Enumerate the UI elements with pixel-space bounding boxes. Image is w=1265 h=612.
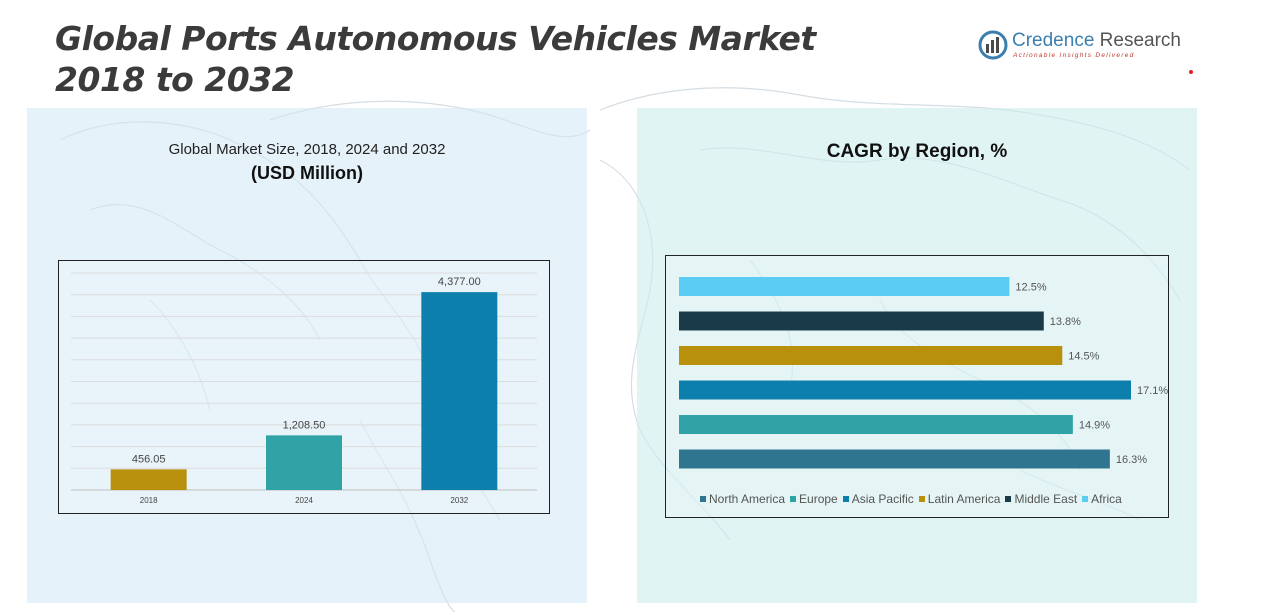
tick-label-2032: 2032 (450, 496, 468, 505)
logo-tagline: Actionable Insights Delivered (1013, 52, 1135, 59)
data-label-2018: 456.05 (132, 453, 166, 465)
bar-africa (679, 277, 1010, 296)
legend-swatch (1082, 496, 1089, 502)
legend-label: Africa (1091, 492, 1122, 506)
legend-label: Middle East (1014, 492, 1078, 506)
market-size-unit: (USD Million) (251, 163, 363, 183)
page-title-line-2: 2018 to 2032 (55, 60, 295, 99)
bar-latin-america (679, 346, 1063, 365)
logo-name: Credence Research (1012, 30, 1181, 52)
cagr-title: CAGR by Region, % (826, 141, 1008, 162)
legend-swatch (790, 496, 797, 502)
legend-label: Latin America (927, 492, 1001, 506)
market-size-bar-chart: 456.05 2018 1,208.50 2024 4,377.00 2032 (71, 272, 537, 505)
market-size-chart-frame: 456.05 2018 1,208.50 2024 4,377.00 2032 (58, 260, 550, 514)
cagr-bar-chart: 12.5% 13.8% 14.5% 17.1% 14.9% 16.3% (679, 277, 1168, 469)
legend-item-north-america: North America (700, 492, 785, 506)
red-dot-marker (1189, 70, 1193, 74)
bar-2032 (421, 292, 498, 490)
data-label-north-america: 16.3% (1116, 454, 1147, 466)
data-label-latin-america: 14.5% (1068, 351, 1099, 363)
bar-2024 (266, 435, 342, 490)
page-title: Global Ports Autonomous Vehicles Market … (55, 18, 816, 100)
legend-swatch (918, 496, 925, 502)
data-label-europe: 14.9% (1079, 420, 1110, 432)
legend-item-africa: Africa (1082, 492, 1122, 506)
logo-name-part-1: Credence (1012, 30, 1095, 51)
market-size-subtitle: Global Market Size, 2018, 2024 and 2032 (168, 141, 446, 158)
legend-label: Asia Pacific (851, 492, 914, 506)
legend-item-middle-east: Middle East (1005, 492, 1077, 506)
tick-label-2024: 2024 (295, 496, 313, 505)
data-label-middle-east: 13.8% (1050, 316, 1081, 328)
legend-label: North America (709, 492, 786, 506)
legend-item-asia-pacific: Asia Pacific (842, 492, 914, 506)
cagr-legend: North America Europe Asia Pacific Latin Ame… (700, 492, 1127, 508)
cagr-chart-frame: 12.5% 13.8% 14.5% 17.1% 14.9% 16.3% (665, 255, 1169, 518)
logo-name-part-2: Research (1094, 30, 1181, 51)
data-label-asia-pacific: 17.1% (1137, 385, 1168, 397)
bar-middle-east (679, 311, 1044, 331)
legend-swatch (1005, 496, 1012, 502)
tick-label-2018: 2018 (140, 496, 158, 505)
bar-north-america (679, 449, 1110, 469)
data-label-2032: 4,377.00 (438, 276, 481, 288)
data-label-2024: 1,208.50 (283, 419, 326, 431)
legend-item-europe: Europe (790, 492, 838, 506)
bar-asia-pacific (679, 380, 1131, 400)
legend-swatch (842, 496, 849, 502)
legend-swatch (700, 496, 706, 502)
bar-2018 (110, 469, 187, 490)
bar-europe (679, 415, 1073, 434)
credence-logo-icon (978, 30, 1008, 60)
data-label-africa: 12.5% (1015, 282, 1046, 294)
legend-item-latin-america: Latin America (918, 492, 1001, 506)
credence-research-logo: Credence Research Actionable Insights De… (978, 30, 1181, 64)
legend-label: Europe (799, 492, 838, 506)
page-title-line-1: Global Ports Autonomous Vehicles Market (55, 19, 816, 58)
